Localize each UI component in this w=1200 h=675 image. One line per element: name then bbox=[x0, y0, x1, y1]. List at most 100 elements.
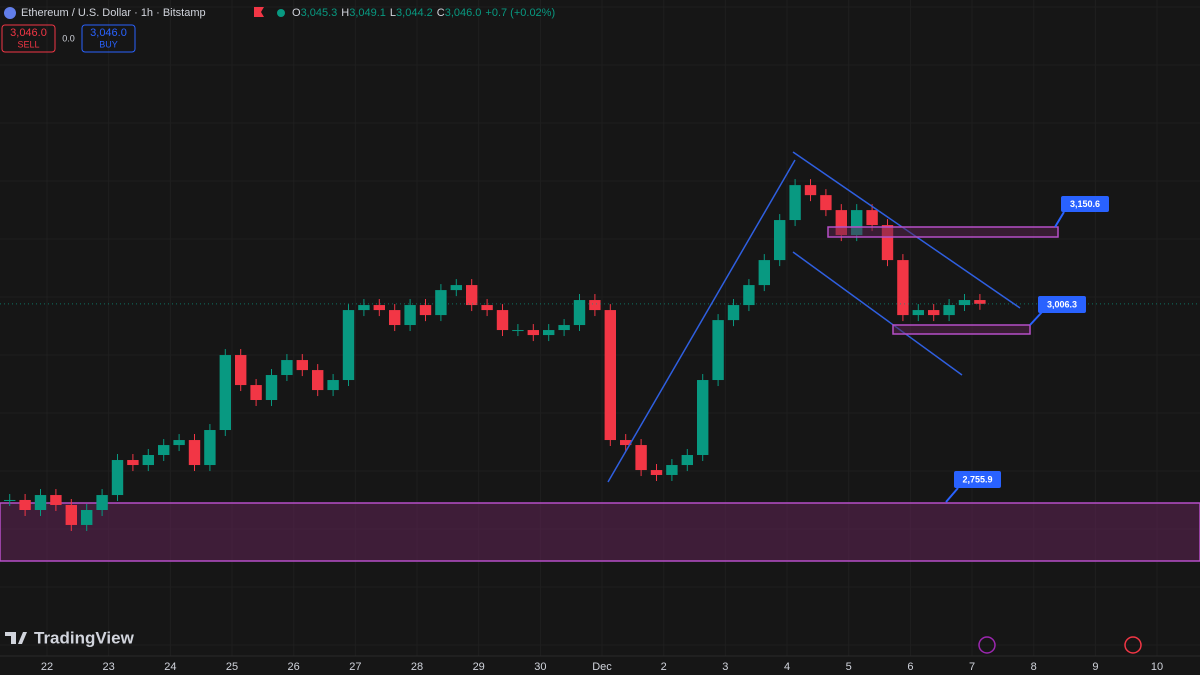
candle bbox=[650, 470, 663, 475]
sell-price: 3,046.0 bbox=[10, 27, 47, 39]
candle bbox=[265, 375, 278, 401]
logo: TradingView bbox=[34, 628, 135, 647]
callout-pointer bbox=[1029, 311, 1043, 326]
candle bbox=[235, 355, 247, 386]
ohlc-key: C bbox=[437, 7, 445, 19]
event-icon[interactable] bbox=[978, 636, 996, 654]
ohlc-value: 3,045.3 bbox=[301, 7, 338, 19]
candles bbox=[0, 179, 1200, 531]
flag-icon[interactable] bbox=[254, 7, 264, 17]
ohlc-key: H bbox=[341, 7, 349, 19]
candle bbox=[635, 445, 647, 471]
candle bbox=[820, 195, 832, 211]
candle bbox=[204, 430, 216, 466]
ohlc-key: L bbox=[390, 7, 396, 19]
trend-line bbox=[607, 159, 796, 483]
candle bbox=[712, 320, 724, 381]
buy-price: 3,046.0 bbox=[90, 27, 127, 39]
candle bbox=[50, 495, 62, 505]
candle bbox=[481, 305, 493, 311]
ohlc-key: O bbox=[292, 7, 301, 19]
candle bbox=[804, 185, 817, 196]
level-label: 3,150.6 bbox=[1070, 199, 1100, 209]
sell-button[interactable] bbox=[1, 24, 56, 53]
candle bbox=[573, 300, 586, 326]
event-icon[interactable] bbox=[1124, 636, 1142, 654]
candle bbox=[296, 360, 308, 371]
candle bbox=[127, 460, 139, 466]
candle bbox=[373, 305, 385, 311]
candle bbox=[928, 310, 940, 316]
candle bbox=[435, 290, 447, 316]
x-label: 29 bbox=[473, 661, 485, 673]
x-label: 27 bbox=[349, 661, 361, 673]
x-label: 30 bbox=[534, 661, 546, 673]
x-label: 6 bbox=[907, 661, 913, 673]
x-label: 9 bbox=[1092, 661, 1098, 673]
spread: 0.0 bbox=[62, 33, 75, 43]
candle bbox=[543, 330, 555, 336]
candle bbox=[974, 300, 986, 304]
x-label: Dec bbox=[592, 661, 612, 673]
callout bbox=[1038, 296, 1086, 313]
candle bbox=[758, 260, 770, 286]
candle bbox=[527, 330, 539, 336]
logo-icon bbox=[5, 632, 27, 644]
x-label: 4 bbox=[784, 661, 790, 673]
x-label: 22 bbox=[41, 661, 53, 673]
candle bbox=[943, 305, 955, 316]
support-zone bbox=[0, 502, 1200, 562]
candle bbox=[620, 440, 632, 446]
change: +0.7 (+0.02%) bbox=[485, 7, 555, 19]
candle bbox=[496, 310, 509, 331]
support-box bbox=[892, 324, 1031, 335]
level-label: 3,006.3 bbox=[1047, 299, 1077, 309]
candle bbox=[327, 380, 339, 391]
candle bbox=[866, 210, 878, 226]
x-label: 7 bbox=[969, 661, 975, 673]
callout-pointer bbox=[1054, 211, 1065, 228]
candle bbox=[727, 305, 740, 321]
x-label: 5 bbox=[846, 661, 852, 673]
x-label: 3 bbox=[722, 661, 728, 673]
candle bbox=[666, 465, 678, 475]
candle bbox=[281, 360, 293, 376]
candle bbox=[34, 495, 47, 511]
x-label: 23 bbox=[103, 661, 115, 673]
x-label: 24 bbox=[164, 661, 176, 673]
callout-pointer bbox=[945, 487, 959, 503]
candle bbox=[65, 504, 77, 525]
candle bbox=[897, 260, 909, 316]
symbol-icon bbox=[4, 7, 16, 19]
candle bbox=[958, 300, 971, 306]
candle bbox=[774, 220, 786, 261]
candle bbox=[173, 440, 185, 446]
candle bbox=[389, 310, 401, 326]
symbol-title: Ethereum / U.S. Dollar · 1h · Bitstamp bbox=[21, 7, 206, 19]
ohlc-value: 3,046.0 bbox=[445, 7, 482, 19]
candle bbox=[312, 370, 324, 391]
candle bbox=[881, 225, 894, 261]
candle bbox=[604, 310, 616, 441]
candle bbox=[142, 455, 154, 466]
candle bbox=[851, 210, 863, 236]
candle bbox=[558, 325, 570, 331]
candle bbox=[681, 455, 693, 466]
candle bbox=[19, 499, 31, 511]
x-label: 26 bbox=[288, 661, 300, 673]
candle bbox=[404, 305, 416, 326]
buy-button[interactable] bbox=[81, 24, 136, 53]
candle bbox=[912, 310, 924, 316]
level-label: 2,755.9 bbox=[962, 474, 992, 484]
buy-label: BUY bbox=[99, 39, 118, 49]
candle bbox=[81, 510, 93, 525]
candle bbox=[4, 499, 16, 501]
x-label: 2 bbox=[661, 661, 667, 673]
candle bbox=[589, 300, 601, 311]
x-label: 25 bbox=[226, 661, 238, 673]
candle bbox=[188, 440, 201, 466]
callout bbox=[954, 471, 1001, 488]
candle bbox=[158, 445, 170, 456]
x-label: 8 bbox=[1031, 661, 1037, 673]
